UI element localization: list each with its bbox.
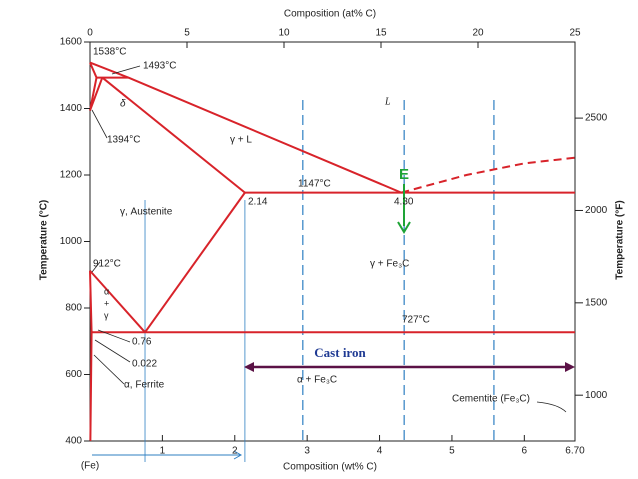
cast-iron-arrow bbox=[244, 362, 575, 372]
annotation: 1147°C bbox=[298, 179, 331, 190]
y2-tick-label: 2500 bbox=[585, 113, 608, 124]
leader bbox=[94, 339, 131, 363]
annotation: 0.76 bbox=[132, 337, 152, 348]
y-tick-label: 800 bbox=[65, 303, 82, 314]
y-tick-label: 600 bbox=[65, 369, 82, 380]
arrow-head bbox=[565, 362, 575, 372]
annotation: γ + Fe₃C bbox=[370, 259, 409, 270]
y2-tick-label: 1000 bbox=[585, 390, 608, 401]
phase-boundary bbox=[401, 156, 576, 194]
annotation: Cementite (Fe₃C) bbox=[452, 394, 530, 405]
e-arrow bbox=[397, 184, 411, 234]
leader bbox=[536, 401, 567, 413]
y-tick-label: 400 bbox=[65, 436, 82, 447]
annotation: α, Ferrite bbox=[124, 380, 165, 391]
x-tick-label: 6.70 bbox=[565, 446, 585, 457]
annotation: 1493°C bbox=[143, 61, 176, 72]
marks bbox=[89, 61, 576, 462]
x2-tick-label: 10 bbox=[278, 28, 290, 39]
y2-axis-title: Temperature (°F) bbox=[615, 200, 626, 279]
phase-boundary bbox=[89, 270, 146, 333]
x-axis-title: Composition (wt% C) bbox=[283, 462, 377, 473]
arrow-head bbox=[397, 221, 411, 234]
annotation: + bbox=[104, 298, 109, 308]
arrow-head bbox=[244, 362, 254, 372]
leader bbox=[93, 354, 125, 385]
y-tick-label: 1200 bbox=[60, 170, 83, 181]
y-tick-label: 1000 bbox=[60, 236, 83, 247]
phase-boundary bbox=[89, 270, 93, 442]
phase-boundary bbox=[89, 77, 104, 111]
leaders bbox=[91, 65, 567, 413]
annotation: 1394°C bbox=[107, 135, 140, 146]
annotation: 2.14 bbox=[248, 197, 268, 208]
annotation: (Fe) bbox=[81, 461, 99, 472]
x2-tick-label: 0 bbox=[87, 28, 93, 39]
leader bbox=[111, 65, 141, 75]
x-tick-label: 4 bbox=[377, 446, 383, 457]
x-tick-label: 5 bbox=[449, 446, 455, 457]
leader bbox=[91, 109, 108, 139]
annotation: γ, Austenite bbox=[120, 207, 173, 218]
annotation: γ + L bbox=[230, 135, 252, 146]
x-tick-label: 1 bbox=[160, 446, 166, 457]
x2-tick-label: 5 bbox=[184, 28, 190, 39]
annotation: α bbox=[104, 286, 109, 296]
leader bbox=[91, 261, 101, 273]
x2-tick-label: 20 bbox=[472, 28, 484, 39]
phase-boundary bbox=[101, 76, 246, 194]
x-tick-label: 2 bbox=[232, 446, 238, 457]
y2-tick-label: 1500 bbox=[585, 297, 608, 308]
annotation: 1538°C bbox=[93, 47, 126, 58]
y-axis-title: Temperature (°C) bbox=[39, 200, 50, 281]
annotation: 4.30 bbox=[394, 197, 414, 208]
base-arrow bbox=[92, 450, 243, 460]
annotation: L bbox=[384, 96, 391, 107]
phase-boundary bbox=[89, 61, 402, 194]
leader bbox=[97, 329, 131, 343]
x2-tick-label: 25 bbox=[569, 28, 581, 39]
annotation: α + Fe₃C bbox=[297, 375, 337, 386]
x-tick-label: 3 bbox=[304, 446, 310, 457]
annotation: 0.022 bbox=[132, 359, 157, 370]
y-tick-label: 1600 bbox=[60, 37, 83, 48]
annotation: 727°C bbox=[402, 315, 430, 326]
annotation: δ bbox=[120, 99, 126, 110]
annotation: E bbox=[399, 166, 409, 183]
y2-tick-label: 2000 bbox=[585, 205, 608, 216]
phase-boundary bbox=[89, 62, 98, 78]
x2-tick-label: 15 bbox=[375, 28, 387, 39]
annotation: γ bbox=[104, 310, 109, 320]
phase-boundary bbox=[144, 192, 246, 333]
arrow-head bbox=[233, 450, 243, 460]
x2-axis-title: Composition (at% C) bbox=[284, 9, 376, 20]
annotation: 912°C bbox=[93, 259, 121, 270]
annotation: Cast iron bbox=[314, 345, 366, 360]
x-tick-label: 6 bbox=[522, 446, 528, 457]
y-tick-label: 1400 bbox=[60, 103, 83, 114]
